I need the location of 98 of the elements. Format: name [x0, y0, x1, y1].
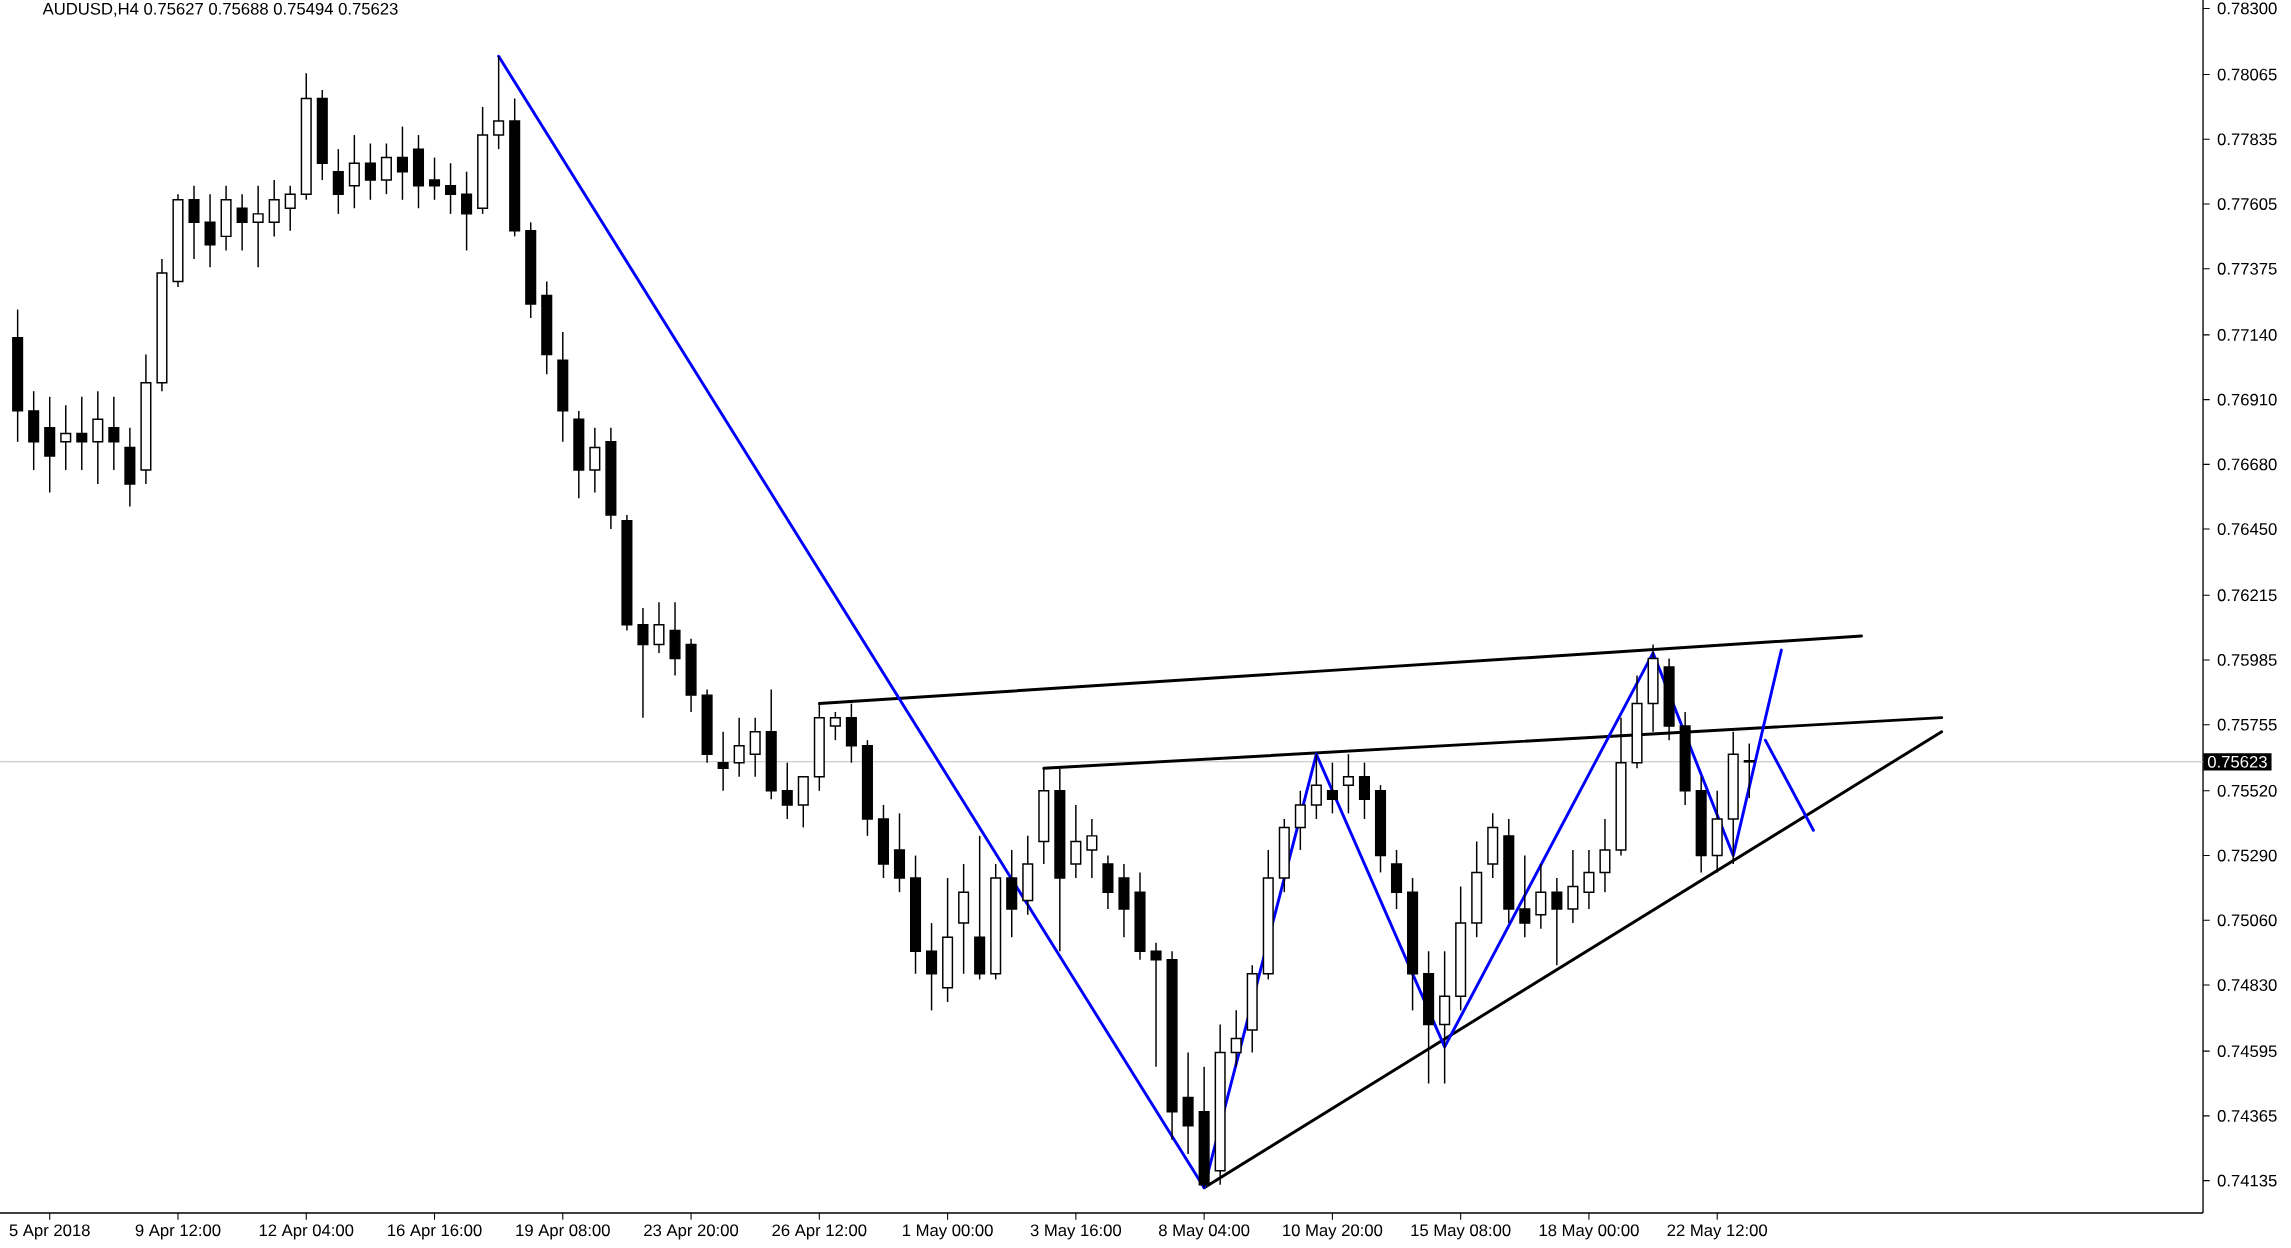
x-tick-label: 8 May 04:00	[1159, 1224, 1250, 1240]
y-tick-label: 0.75290	[2217, 849, 2277, 862]
candlestick	[188, 184, 200, 260]
y-tick-label: 0.74365	[2217, 1110, 2277, 1122]
x-tick-label: 18 May 00:00	[1539, 1224, 1639, 1240]
y-tick-label: 0.78300	[2217, 2, 2277, 15]
x-tick-label: 10 May 20:00	[1283, 1224, 1383, 1240]
x-tick-label: 22 May 12:00	[1667, 1224, 1768, 1240]
candlestick	[92, 390, 104, 485]
x-tick-label: 5 Apr 2018	[9, 1224, 90, 1240]
candlestick	[909, 854, 922, 975]
candlestick	[1102, 854, 1114, 910]
candlestick	[252, 184, 264, 269]
candlestick	[653, 601, 665, 654]
candlestick	[332, 148, 344, 215]
candlestick	[1567, 849, 1579, 924]
x-tick-label: 23 Apr 20:00	[644, 1224, 739, 1240]
candlestick	[461, 170, 473, 252]
x-tick-label: 9 Apr 12:00	[135, 1224, 221, 1240]
candlestick	[733, 716, 745, 778]
candlestick	[44, 396, 56, 494]
chart-title: AUDUSD,H4 0.75627 0.75688 0.75494 0.75623	[42, 2, 398, 17]
y-tick-label: 0.75060	[2217, 914, 2277, 927]
candlestick	[765, 688, 777, 801]
candlestick	[1519, 854, 1531, 938]
y-tick-label: 0.76910	[2217, 393, 2277, 406]
candlestick	[669, 601, 681, 677]
y-tick-label: 0.75520	[2217, 784, 2277, 797]
candlestick	[1134, 871, 1146, 961]
candlestick	[12, 308, 24, 443]
candlestick	[749, 716, 761, 778]
x-tick-label: 12 Apr 04:00	[259, 1224, 354, 1240]
candlestick	[445, 162, 457, 215]
y-tick-label: 0.75755	[2217, 718, 2277, 731]
candlestick	[926, 922, 938, 1012]
candlestick	[348, 134, 360, 209]
candlestick	[1166, 950, 1178, 1141]
y-tick-label: 0.76450	[2217, 523, 2277, 535]
y-tick-label: 0.77375	[2217, 262, 2277, 275]
x-tick-label: 15 May 08:00	[1411, 1224, 1511, 1240]
candlestick	[76, 396, 88, 471]
candlestick	[172, 193, 184, 288]
candlestick	[958, 863, 970, 975]
x-tick-label: 3 May 16:00	[1030, 1224, 1122, 1240]
candlestick	[220, 184, 232, 252]
y-tick-label: 0.74135	[2217, 1174, 2277, 1187]
x-tick-label: 1 May 00:00	[903, 1224, 993, 1240]
candlestick	[1551, 877, 1563, 967]
candlestick	[701, 688, 713, 764]
candlestick	[1150, 942, 1162, 1068]
candlestick	[1118, 863, 1130, 938]
candlestick	[1086, 818, 1098, 879]
candlestick	[557, 331, 569, 443]
candlestick	[268, 179, 280, 238]
candlestick	[1503, 818, 1515, 924]
candlestick	[605, 427, 617, 530]
y-tick-label: 0.77140	[2217, 329, 2277, 341]
candlestick	[60, 404, 72, 471]
ref-line-label: 0.75623	[2207, 755, 2267, 768]
candlestick	[1214, 1023, 1226, 1186]
candlestick	[108, 396, 120, 471]
candlestick	[28, 390, 40, 471]
candlestick	[1695, 776, 1707, 874]
candlestick	[204, 193, 216, 269]
candlestick	[1006, 849, 1018, 938]
candlestick	[236, 193, 248, 252]
candlestick	[1070, 804, 1082, 879]
candlestick	[589, 427, 601, 494]
x-tick-label: 26 Apr 12:00	[772, 1224, 867, 1240]
y-tick-label: 0.74595	[2217, 1045, 2277, 1058]
candlestick	[1439, 950, 1451, 1085]
candlestick	[1182, 1051, 1194, 1155]
candlestick	[1583, 849, 1595, 910]
candlestick	[156, 258, 168, 392]
x-tick-label: 19 Apr 08:00	[516, 1224, 610, 1240]
candlestick	[124, 427, 136, 508]
y-tick-label: 0.78065	[2217, 68, 2277, 81]
candlestick	[621, 514, 633, 632]
x-tick-label: 16 Apr 16:00	[388, 1224, 482, 1240]
y-tick-label: 0.77605	[2217, 198, 2277, 210]
y-tick-label: 0.77835	[2217, 133, 2277, 146]
candlestick	[685, 638, 697, 713]
candlestick	[364, 142, 376, 201]
candlestick	[717, 730, 729, 792]
candlestick	[1423, 950, 1435, 1085]
candlestick	[140, 353, 152, 485]
y-tick-label: 0.76215	[2217, 589, 2277, 602]
candlestick	[1230, 1009, 1242, 1068]
candlestick	[396, 125, 408, 201]
candlestick	[637, 607, 649, 719]
candlestick	[1711, 790, 1723, 874]
y-tick-label: 0.74830	[2217, 979, 2277, 991]
candlestick	[1535, 863, 1547, 930]
y-tick-label: 0.76680	[2217, 458, 2277, 471]
candlestick	[1599, 818, 1611, 893]
candlestick	[284, 184, 296, 232]
candlestick	[573, 410, 585, 499]
y-tick-label: 0.75985	[2217, 654, 2277, 666]
